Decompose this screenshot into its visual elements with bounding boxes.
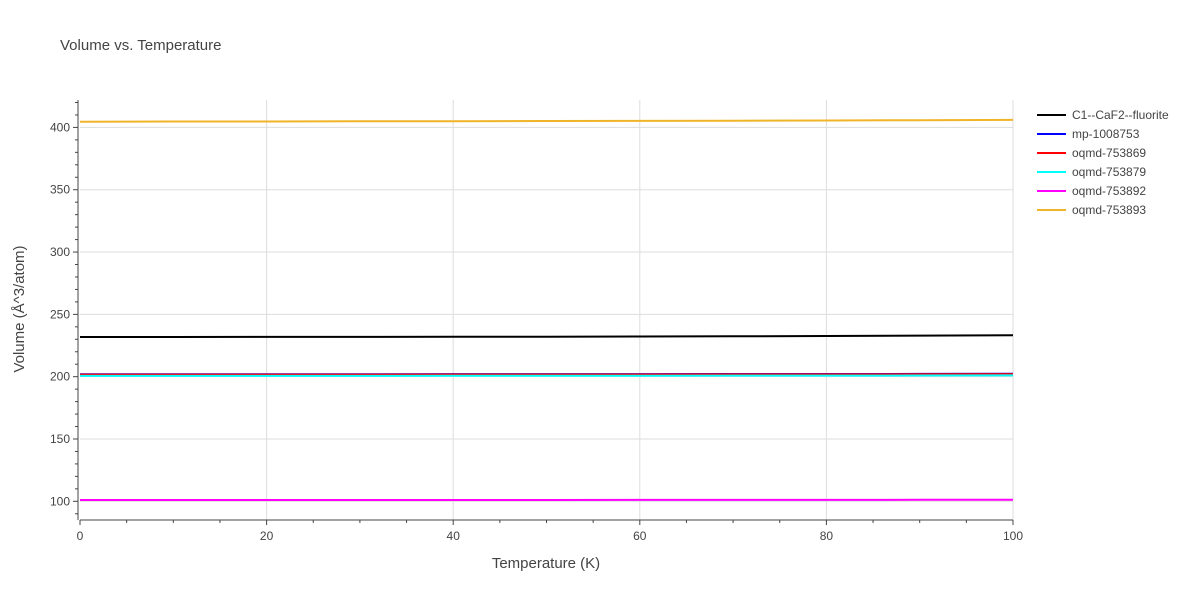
legend: C1--CaF2--fluorite mp-1008753 oqmd-753869 o… — [1037, 108, 1169, 217]
x-tick-label: 80 — [820, 529, 834, 543]
y-tick-label: 300 — [50, 245, 70, 259]
y-axis-title: Volume (Å^3/atom) — [11, 245, 28, 372]
series-line-oqmd-753869 — [80, 373, 1014, 376]
x-tick-label: 60 — [633, 529, 647, 543]
x-tick-label: 20 — [260, 529, 274, 543]
series-line-oqmd-753893 — [79, 118, 1014, 123]
y-tick-label: 400 — [50, 120, 70, 134]
legend-label: oqmd-753893 — [1072, 203, 1146, 217]
legend-label: oqmd-753892 — [1072, 184, 1146, 198]
y-tick-label: 350 — [50, 183, 70, 197]
legend-label: C1--CaF2--fluorite — [1072, 108, 1169, 122]
y-tick-label: 100 — [50, 494, 70, 508]
x-tick-label: 100 — [1003, 529, 1023, 543]
x-tick-label: 40 — [447, 529, 461, 543]
legend-label: mp-1008753 — [1072, 127, 1140, 141]
x-axis-title: Temperature (K) — [492, 555, 600, 572]
y-tick-label: 200 — [50, 370, 70, 384]
grid-layer — [80, 100, 1014, 520]
legend-label: oqmd-753869 — [1072, 146, 1146, 160]
y-tick-label: 150 — [50, 432, 70, 446]
chart-title: Volume vs. Temperature — [60, 37, 221, 54]
y-tick-label: 250 — [50, 307, 70, 321]
series-line-oqmd-753879 — [80, 374, 1014, 377]
x-tick-label: 0 — [77, 529, 84, 543]
axis-layer: 0 20 40 60 80 100 100 150 200 250 300 350 400 — [50, 100, 1023, 543]
legend-label: oqmd-753879 — [1072, 165, 1146, 179]
series-layer — [79, 118, 1014, 502]
series-line-C1--CaF2--fluorite — [79, 334, 1014, 339]
